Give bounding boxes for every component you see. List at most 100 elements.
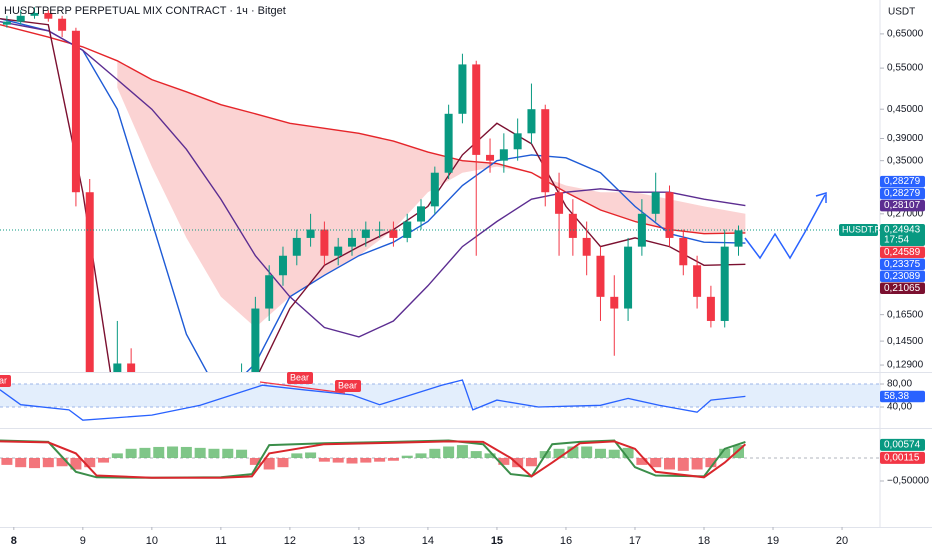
y-tick-label: 0,14500 xyxy=(887,336,924,347)
price-tag xyxy=(880,224,925,247)
x-tick-label: 8 xyxy=(11,535,17,547)
bear-label xyxy=(335,380,361,392)
candle-body xyxy=(734,230,743,247)
candle-body xyxy=(85,192,94,372)
histogram-bar xyxy=(567,446,579,458)
candle-body xyxy=(251,308,260,372)
x-tick-label: 20 xyxy=(836,535,848,547)
histogram-bar xyxy=(346,457,358,464)
macd-pane xyxy=(0,439,880,479)
price-tag xyxy=(880,282,925,295)
candle-body xyxy=(430,172,439,207)
candle-body xyxy=(555,192,564,214)
symbol-tag xyxy=(839,224,878,237)
y-tick-label: 80,00 xyxy=(887,379,912,390)
candle-body xyxy=(610,296,619,309)
candle-body xyxy=(637,213,646,247)
bear-label-text: Bear xyxy=(338,380,357,390)
candle-body xyxy=(2,21,11,25)
histogram-bar xyxy=(594,448,606,458)
bear-label-text: Bear xyxy=(0,375,7,385)
price-tag xyxy=(880,258,925,271)
macd-line xyxy=(0,440,747,479)
histogram-bar xyxy=(1,457,13,465)
candle-body xyxy=(527,109,536,134)
price-tag-label: 0,23375 xyxy=(884,259,921,270)
bear-label xyxy=(0,375,11,387)
price-tag xyxy=(880,175,925,188)
candle-body xyxy=(458,64,467,114)
y-tick-label: 0,39000 xyxy=(887,133,924,144)
countdown: 17:54 xyxy=(884,235,909,246)
histogram-bar xyxy=(305,452,317,458)
histogram-bar xyxy=(443,446,455,458)
candle-body xyxy=(113,363,122,372)
histogram-bar xyxy=(374,457,386,462)
rsi-pane xyxy=(0,379,880,421)
histogram-bar xyxy=(387,457,399,461)
x-tick-label: 13 xyxy=(353,535,365,547)
price-tag xyxy=(880,199,925,212)
candle-body xyxy=(30,12,39,16)
price-tag xyxy=(880,270,925,283)
candle-body xyxy=(720,246,729,321)
candle-body xyxy=(513,133,522,150)
histogram-bar xyxy=(263,457,275,470)
histogram-bar xyxy=(663,457,675,470)
candle-body xyxy=(348,237,356,247)
histogram-bar xyxy=(498,457,510,465)
histogram-bar xyxy=(98,457,110,463)
x-tick-label: 17 xyxy=(629,535,641,547)
cloud-fill xyxy=(117,60,746,328)
y-tick-label: 0,65000 xyxy=(887,29,924,40)
x-tick-label: 14 xyxy=(422,535,434,547)
candle-body xyxy=(292,237,301,256)
price-tag-label: 0,24943 xyxy=(884,225,921,236)
histogram-bar xyxy=(553,448,565,458)
histogram-bar xyxy=(277,457,289,468)
candle-body xyxy=(375,229,384,231)
histogram-bar xyxy=(291,453,303,458)
macd-value-tag xyxy=(880,438,925,451)
candle-body xyxy=(417,206,426,222)
candle-body xyxy=(16,15,25,22)
histogram-bar xyxy=(332,457,344,463)
price-pane xyxy=(0,7,880,372)
histogram-bar xyxy=(42,457,54,468)
histogram-bar xyxy=(236,449,248,458)
histogram-bar xyxy=(84,457,96,468)
histogram-bar xyxy=(180,446,192,458)
histogram-bar xyxy=(636,457,648,465)
x-tick-label: 11 xyxy=(215,535,226,547)
histogram-bar xyxy=(222,448,234,458)
price-tag-label: 0,23089 xyxy=(884,271,921,282)
candle-body xyxy=(582,237,591,256)
y-tick-label: 0,12900 xyxy=(887,360,924,371)
histogram-bar xyxy=(512,457,524,468)
y-tick-label: 0,45000 xyxy=(887,104,924,115)
bear-label-text: Bear xyxy=(290,372,309,382)
candle-body xyxy=(389,229,398,238)
candle-body xyxy=(403,221,412,238)
y-tick-label: 0,16500 xyxy=(887,309,924,320)
candle-body xyxy=(541,109,550,193)
y-tick-label: 40,00 xyxy=(887,402,912,413)
candle-body xyxy=(596,255,605,297)
moving-average-line xyxy=(0,18,746,372)
histogram-bar xyxy=(719,448,731,458)
candle-body xyxy=(265,275,274,309)
histogram-bar xyxy=(15,457,27,468)
axes: 0,65000 0,55000 0,45000 0,39000 0,35000 0,270… xyxy=(11,29,930,547)
rsi-value-tag-label: 58,38 xyxy=(884,391,909,402)
rsi-band xyxy=(0,384,880,408)
candle-body xyxy=(306,229,315,238)
histogram-bar xyxy=(153,446,165,458)
symbol-tag-label: HUSDT.P xyxy=(842,224,881,234)
candle-body xyxy=(361,229,370,238)
candle-body xyxy=(472,64,481,155)
histogram-bar xyxy=(167,446,179,458)
rsi-line xyxy=(0,379,746,421)
histogram-bar xyxy=(705,457,717,468)
candle-body xyxy=(624,246,633,309)
